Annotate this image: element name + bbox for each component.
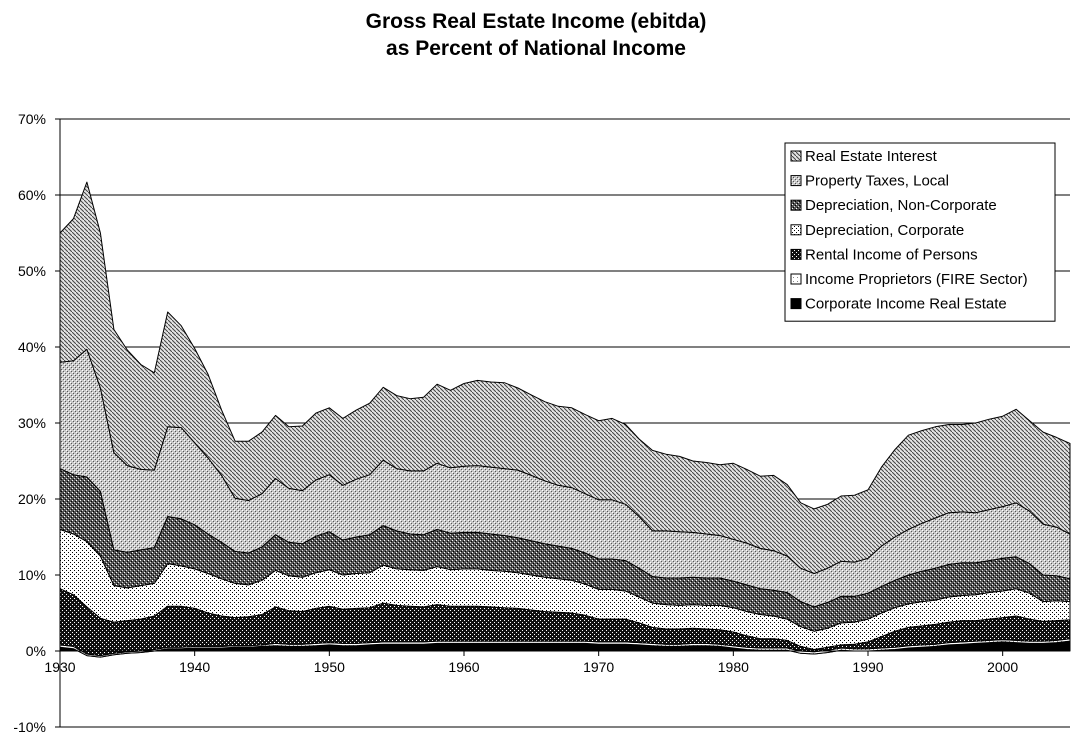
legend-label: Property Taxes, Local — [805, 173, 949, 190]
y-tick-label: 20% — [18, 491, 46, 507]
y-tick-label: 50% — [18, 263, 46, 279]
y-tick-label: -10% — [13, 719, 46, 732]
legend-label: Real Estate Interest — [805, 148, 938, 165]
y-tick-label: 30% — [18, 415, 46, 431]
y-tick-label: 0% — [26, 643, 46, 659]
legend-swatch — [790, 199, 802, 211]
x-tick-label: 1940 — [179, 659, 210, 675]
x-tick-label: 1950 — [314, 659, 345, 675]
legend-label: Corporate Income Real Estate — [805, 296, 1007, 313]
y-tick-label: 60% — [18, 187, 46, 203]
series-area-6 — [59, 181, 1071, 574]
chart-title-line-2: as Percent of National Income — [386, 37, 686, 60]
legend-label: Rental Income of Persons — [805, 246, 978, 263]
legend-label: Depreciation, Non-Corporate — [805, 197, 997, 214]
legend-box — [784, 142, 1056, 322]
x-tick-label: 1970 — [583, 659, 614, 675]
x-tick-label: 1990 — [852, 659, 883, 675]
x-tick-label: 1980 — [718, 659, 749, 675]
legend-label: Depreciation, Corporate — [805, 222, 964, 239]
x-tick-label: 2000 — [987, 659, 1018, 675]
legend-swatch — [790, 175, 802, 187]
y-tick-label: 70% — [18, 111, 46, 127]
legend-swatch — [790, 150, 802, 162]
legend-swatch — [790, 224, 802, 236]
chart-title-line-1: Gross Real Estate Income (ebitda) — [365, 10, 707, 33]
y-tick-label: 10% — [18, 567, 46, 583]
legend-label: Income Proprietors (FIRE Sector) — [805, 271, 1028, 288]
x-tick-label: 1960 — [448, 659, 479, 675]
legend-swatch — [790, 273, 802, 285]
x-tick-label: 1930 — [44, 659, 75, 675]
legend-swatch — [790, 248, 802, 260]
legend-swatch — [790, 298, 802, 310]
y-tick-label: 40% — [18, 339, 46, 355]
